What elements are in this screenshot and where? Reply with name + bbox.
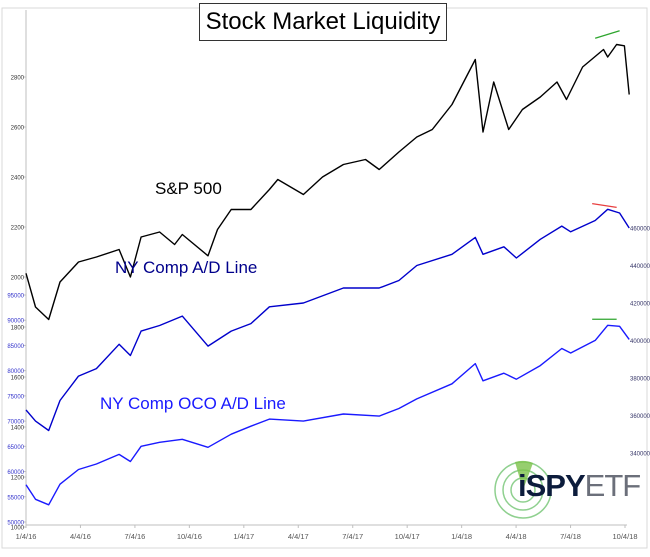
label-sp500: S&P 500 — [155, 179, 222, 199]
label-ny-comp-oco-ad: NY Comp OCO A/D Line — [100, 394, 286, 414]
label-ny-comp-ad: NY Comp A/D Line — [115, 258, 257, 278]
y-tick-label-left_sp: 2000 — [11, 276, 25, 282]
y-tick-label-left_sp: 1400 — [11, 426, 25, 432]
y-tick-label-left_oco: 80000 — [7, 369, 24, 375]
y-tick-label-right_ad: 440000 — [630, 264, 650, 270]
chart-title: Stock Market Liquidity — [199, 3, 447, 41]
x-tick-label: 1/4/18 — [451, 532, 472, 541]
y-tick-label-left_oco: 60000 — [7, 470, 24, 476]
y-tick-label-left_sp: 1200 — [11, 476, 25, 482]
x-tick-label: 10/4/17 — [395, 532, 420, 541]
x-tick-label: 4/4/18 — [506, 532, 527, 541]
y-tick-label-left_sp: 2200 — [11, 226, 25, 232]
ispyetf-logo: iSPYETF — [493, 450, 633, 520]
y-tick-label-left_sp: 1600 — [11, 376, 25, 382]
x-tick-label: 7/4/16 — [124, 532, 145, 541]
y-tick-label-left_sp: 2600 — [11, 126, 25, 132]
logo-text-etf: ETF — [585, 468, 641, 503]
y-tick-label-left_oco: 65000 — [7, 445, 24, 451]
y-tick-label-right_ad: 360000 — [630, 414, 650, 420]
y-tick-label-left_oco: 75000 — [7, 394, 24, 400]
x-tick-label: 7/4/18 — [560, 532, 581, 541]
x-tick-label: 10/4/18 — [612, 532, 637, 541]
y-tick-label-left_oco: 70000 — [7, 420, 24, 426]
x-tick-label: 7/4/17 — [342, 532, 363, 541]
x-tick-label: 4/4/16 — [70, 532, 91, 541]
y-tick-label-right_ad: 420000 — [630, 302, 650, 308]
y-tick-label-right_ad: 380000 — [630, 377, 650, 383]
y-tick-label-left_oco: 90000 — [7, 319, 24, 325]
y-tick-label-left_oco: 95000 — [7, 294, 24, 300]
x-tick-label: 1/4/17 — [233, 532, 254, 541]
x-tick-label: 1/4/16 — [16, 532, 37, 541]
y-tick-label-right_ad: 460000 — [630, 227, 650, 233]
y-tick-label-left_oco: 55000 — [7, 495, 24, 501]
y-tick-label-left_sp: 1800 — [11, 326, 25, 332]
y-tick-label-right_ad: 400000 — [630, 339, 650, 345]
y-tick-label-left_oco: 85000 — [7, 344, 24, 350]
x-tick-label: 10/4/16 — [177, 532, 202, 541]
logo-text-ispy: iSPY — [518, 468, 585, 503]
y-tick-label-left_sp: 2400 — [11, 176, 25, 182]
y-tick-label-left_oco: 50000 — [7, 521, 24, 527]
y-tick-label-right_ad: 340000 — [630, 452, 650, 458]
y-tick-label-left_sp: 2800 — [11, 76, 25, 82]
x-tick-label: 4/4/17 — [288, 532, 309, 541]
